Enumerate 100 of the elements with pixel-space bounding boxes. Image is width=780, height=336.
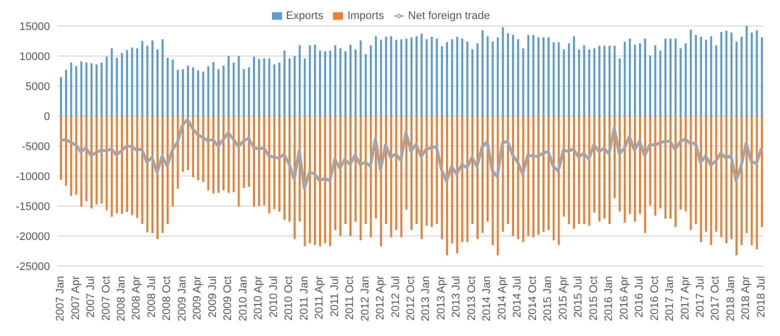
x-tick-label: 2007 Apr	[70, 276, 82, 320]
bar	[222, 116, 225, 190]
bar	[344, 116, 346, 224]
x-tick-label: 2018 Jul	[755, 276, 768, 318]
bar	[253, 116, 256, 207]
x-tick-label: 2011 Jan	[298, 276, 310, 320]
bar	[578, 116, 580, 224]
bar	[548, 116, 550, 230]
bar	[740, 36, 743, 116]
bar	[416, 116, 418, 224]
y-tick-label: -25000	[16, 260, 50, 273]
bar	[598, 116, 600, 222]
bar	[212, 62, 214, 116]
bar	[390, 36, 392, 116]
x-tick-label: 2008 Apr	[130, 276, 143, 320]
bar	[461, 116, 464, 242]
bar	[136, 48, 138, 116]
bar	[639, 116, 642, 214]
bar	[197, 70, 200, 116]
bar	[268, 58, 270, 116]
bar	[354, 49, 357, 116]
line-series	[59, 118, 763, 190]
bar	[100, 62, 103, 116]
bar	[217, 69, 220, 116]
bar	[228, 116, 230, 193]
bar	[182, 69, 184, 116]
bar	[294, 116, 296, 239]
bar	[746, 26, 748, 116]
x-tick-label: 2008 Oct	[161, 276, 174, 321]
bar	[725, 30, 728, 116]
bar	[329, 116, 332, 246]
bar	[96, 64, 98, 116]
bar	[248, 67, 250, 116]
x-tick-label: 2014 Jan	[481, 276, 494, 322]
x-tick-label: 2012 Apr	[374, 276, 387, 320]
bar	[680, 116, 682, 210]
bar	[471, 116, 474, 224]
bar	[558, 42, 560, 116]
bar	[482, 116, 484, 233]
bar	[176, 70, 179, 116]
bar	[736, 42, 738, 116]
bar	[614, 46, 616, 116]
bar	[618, 116, 621, 212]
bar	[228, 56, 230, 116]
bar	[608, 46, 611, 116]
x-tick-label: 2015 Jul	[572, 276, 585, 318]
bar	[380, 116, 382, 246]
y-tick-label: 5000	[26, 80, 50, 93]
bar	[70, 62, 72, 116]
bar	[694, 35, 697, 116]
bar	[162, 116, 164, 233]
bar	[562, 116, 565, 217]
bar	[120, 53, 123, 116]
bar	[456, 116, 458, 254]
bar	[583, 45, 586, 116]
bar	[126, 116, 128, 212]
bar	[116, 116, 118, 214]
bar	[466, 42, 468, 116]
bar	[517, 116, 520, 239]
bar	[710, 36, 712, 116]
bar	[268, 116, 270, 214]
bar	[283, 50, 286, 116]
bar	[644, 38, 646, 116]
bar	[542, 116, 545, 232]
bar	[278, 62, 280, 116]
bar	[746, 116, 748, 233]
bar	[80, 61, 82, 116]
bar	[162, 39, 164, 116]
bar	[690, 116, 692, 230]
bar	[395, 40, 398, 116]
x-tick-label: 2013 Jan	[420, 276, 432, 322]
bar	[715, 45, 718, 116]
bar	[350, 116, 352, 236]
bar	[308, 45, 311, 116]
bar	[517, 39, 520, 116]
x-tick-label: 2011 Oct	[344, 276, 356, 320]
bar	[750, 116, 753, 245]
bar	[60, 77, 62, 116]
bar	[506, 116, 509, 224]
bar	[116, 58, 118, 116]
bar	[364, 54, 367, 116]
bar	[654, 45, 656, 116]
bar	[598, 46, 600, 116]
x-tick-label: 2013 Apr	[435, 276, 448, 320]
bar	[628, 38, 631, 116]
bar	[669, 38, 672, 116]
bar	[131, 48, 134, 116]
bar	[186, 66, 189, 116]
bar	[756, 30, 758, 116]
y-tick-label: -15000	[16, 200, 50, 213]
bar	[131, 116, 134, 215]
bar	[532, 35, 534, 116]
bar	[572, 36, 575, 116]
bar	[207, 116, 210, 190]
bar	[446, 42, 448, 116]
bar	[258, 59, 260, 116]
bar	[486, 36, 489, 116]
bar	[466, 116, 468, 242]
bar	[288, 58, 291, 116]
bar	[760, 37, 763, 116]
